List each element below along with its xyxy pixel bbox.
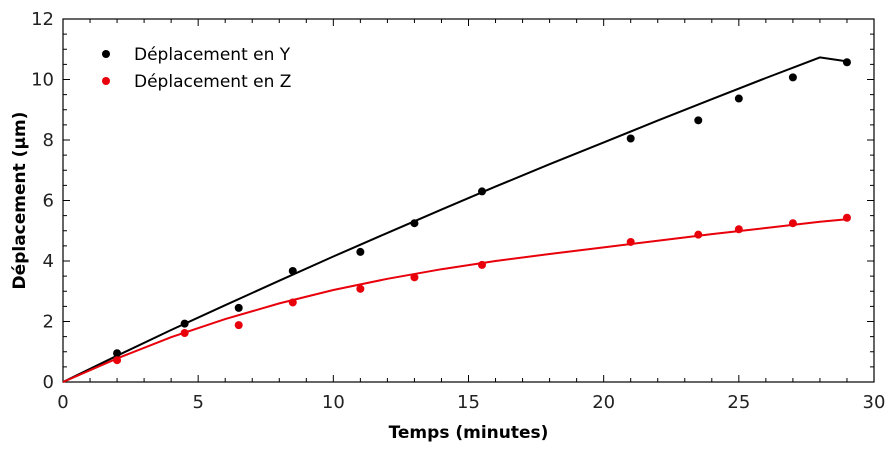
- series-1: [62, 56, 851, 383]
- data-point: [626, 237, 635, 246]
- x-tick-label: 20: [592, 392, 615, 413]
- data-point: [788, 219, 797, 228]
- series-layer: [62, 56, 851, 383]
- data-point: [180, 319, 189, 328]
- legend: Déplacement en Y Déplacement en Z: [102, 45, 291, 92]
- y-tick-label: 4: [43, 251, 54, 272]
- x-tick-label: 10: [322, 392, 345, 413]
- data-point: [694, 230, 703, 239]
- legend-label: Déplacement en Z: [134, 72, 291, 92]
- data-point: [734, 225, 743, 234]
- data-point: [478, 260, 487, 269]
- legend-marker: [102, 77, 110, 85]
- x-tick-label: 25: [727, 392, 750, 413]
- fit-line: [62, 56, 848, 383]
- data-point: [234, 321, 243, 330]
- fit-line: [62, 218, 848, 383]
- data-point: [626, 134, 635, 143]
- data-point: [180, 328, 189, 337]
- data-point: [478, 187, 487, 196]
- y-tick-label: 12: [31, 9, 54, 30]
- tick-labels: 0 5 10 15 20 25 30 0 2 4 6 8 10 12: [31, 9, 885, 413]
- data-point: [842, 213, 851, 222]
- y-axis-title: Déplacement (µm): [10, 112, 30, 290]
- x-tick-label: 30: [863, 392, 886, 413]
- data-point: [356, 247, 365, 256]
- y-tick-label: 2: [43, 312, 54, 333]
- axis-ticks: [62, 18, 875, 383]
- data-point: [288, 266, 297, 275]
- data-point: [113, 349, 122, 358]
- data-point: [410, 273, 419, 282]
- legend-marker: [102, 50, 110, 58]
- data-point: [288, 298, 297, 307]
- x-axis-title: Temps (minutes): [389, 423, 549, 443]
- data-point: [788, 73, 797, 82]
- y-tick-label: 0: [43, 372, 54, 393]
- series-2: [62, 213, 851, 383]
- data-point: [734, 94, 743, 103]
- x-tick-label: 15: [457, 392, 480, 413]
- y-tick-label: 6: [43, 191, 54, 212]
- data-point: [694, 116, 703, 125]
- x-tick-label: 5: [192, 392, 203, 413]
- legend-label: Déplacement en Y: [134, 45, 291, 65]
- data-point: [842, 58, 851, 67]
- data-point: [410, 219, 419, 228]
- y-tick-label: 8: [43, 130, 54, 151]
- data-point: [356, 284, 365, 293]
- data-point: [234, 303, 243, 312]
- data-point: [113, 356, 122, 365]
- x-tick-label: 0: [57, 392, 68, 413]
- y-tick-label: 10: [31, 70, 54, 91]
